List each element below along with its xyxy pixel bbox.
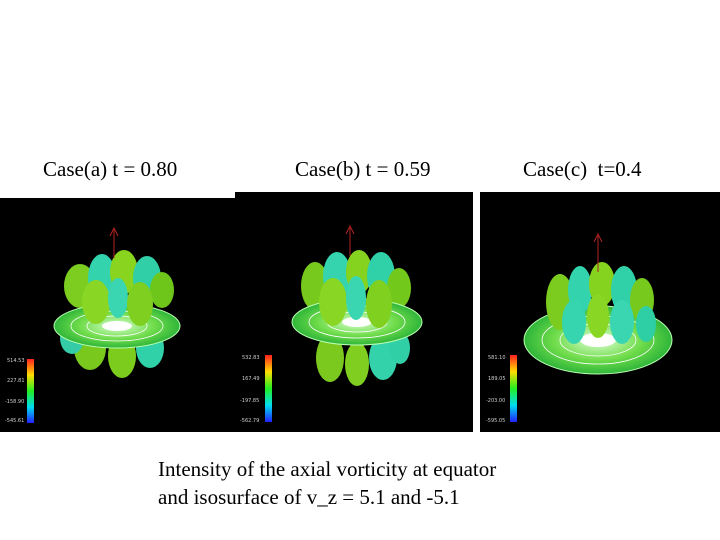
case-c-colorbar-max: 581.10 bbox=[488, 355, 506, 361]
case-b-render: 532.83 167.49 -197.85 -562.79 bbox=[235, 192, 473, 432]
case-c-vortex-image bbox=[510, 232, 673, 422]
case-b-colorbar-min: -562.79 bbox=[240, 418, 260, 424]
case-c-title: Case(c) t=0.4 bbox=[523, 157, 642, 181]
case-b-vortex-image bbox=[265, 224, 423, 422]
case-c-colorbar-min: -595.05 bbox=[486, 418, 506, 424]
case-a-colorbar-mid-high: 227.81 bbox=[7, 378, 25, 384]
case-a-vortex-image bbox=[27, 226, 181, 423]
caption-line-2: and isosurface of v_z = 5.1 and -5.1 bbox=[158, 485, 460, 509]
case-a-render: 514.53 227.81 -158.90 -545.61 bbox=[0, 198, 235, 432]
case-a-colorbar-min: -545.61 bbox=[5, 418, 25, 424]
case-b-colorbar-mid-high: 167.49 bbox=[242, 376, 260, 382]
case-c-colorbar-mid-high: 189.05 bbox=[488, 376, 506, 382]
case-a-colorbar-max: 514.53 bbox=[7, 358, 25, 364]
case-c-render: 581.10 189.05 -203.00 -595.05 bbox=[480, 192, 720, 432]
case-a-colorbar-mid-low: -158.90 bbox=[5, 399, 25, 405]
case-b-colorbar-max: 532.83 bbox=[242, 355, 260, 361]
case-b-title: Case(b) t = 0.59 bbox=[295, 157, 431, 181]
case-a-title: Case(a) t = 0.80 bbox=[43, 157, 178, 181]
case-c-colorbar-mid-low: -203.00 bbox=[486, 398, 506, 404]
caption-line-1: Intensity of the axial vorticity at equa… bbox=[158, 457, 497, 481]
case-b-colorbar-mid-low: -197.85 bbox=[240, 398, 260, 404]
